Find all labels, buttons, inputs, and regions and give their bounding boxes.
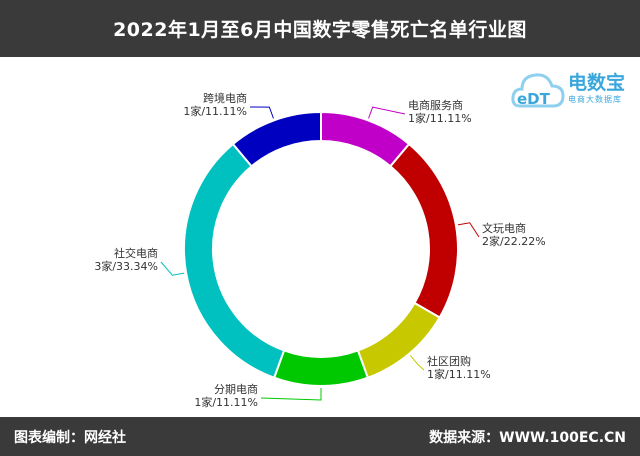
footer-bar: 图表编制：网经社 数据来源：WWW.100EC.CN [0,417,640,456]
leader-line [260,388,322,401]
donut-slice [183,142,286,380]
leader-line [249,106,274,119]
category-label: 社区团购 [427,354,471,368]
donut-slice [272,349,370,387]
donut-slice [231,110,322,168]
logo-subtitle: 电商大数据库 [568,95,622,104]
footer-credit: 图表编制：网经社 [14,429,126,446]
logo: eDT 电数宝 电商大数据库 [510,62,638,118]
footer-source: 数据来源：WWW.100EC.CN [429,429,626,446]
chart-title-bar: 2022年1月至6月中国数字零售死亡名单行业图 [0,0,640,57]
value-label: 3家/33.34% [94,259,158,273]
chart-title: 2022年1月至6月中国数字零售死亡名单行业图 [113,19,527,41]
logo-mark: eDT [517,90,551,108]
category-label: 文玩电商 [482,221,526,235]
donut-slice [389,142,459,319]
chart-area: 电商服务商 1家/11.11% 文玩电商 2家/22.22% 社区团购 1家/11.11%… [0,57,640,417]
cloud-logo-icon: eDT [511,73,565,108]
category-label: 分期电商 [214,382,258,396]
logo-name: 电数宝 [568,72,626,94]
value-label: 1家/11.11% [183,104,247,118]
category-label: 电商服务商 [408,98,463,112]
donut-chart: 电商服务商1家/11.11%文玩电商2家/22.22%社区团购1家/11.11%… [94,91,546,409]
category-label: 跨境电商 [203,91,247,105]
donut-slice [320,110,411,168]
value-label: 1家/11.11% [408,111,472,125]
value-label: 2家/22.22% [482,234,546,248]
value-label: 1家/11.11% [194,395,258,409]
leader-line [160,261,185,276]
leader-line [368,106,406,119]
category-label: 社交电商 [114,246,158,260]
leader-line [409,355,425,371]
leader-line [457,222,480,238]
value-label: 1家/11.11% [427,367,491,381]
